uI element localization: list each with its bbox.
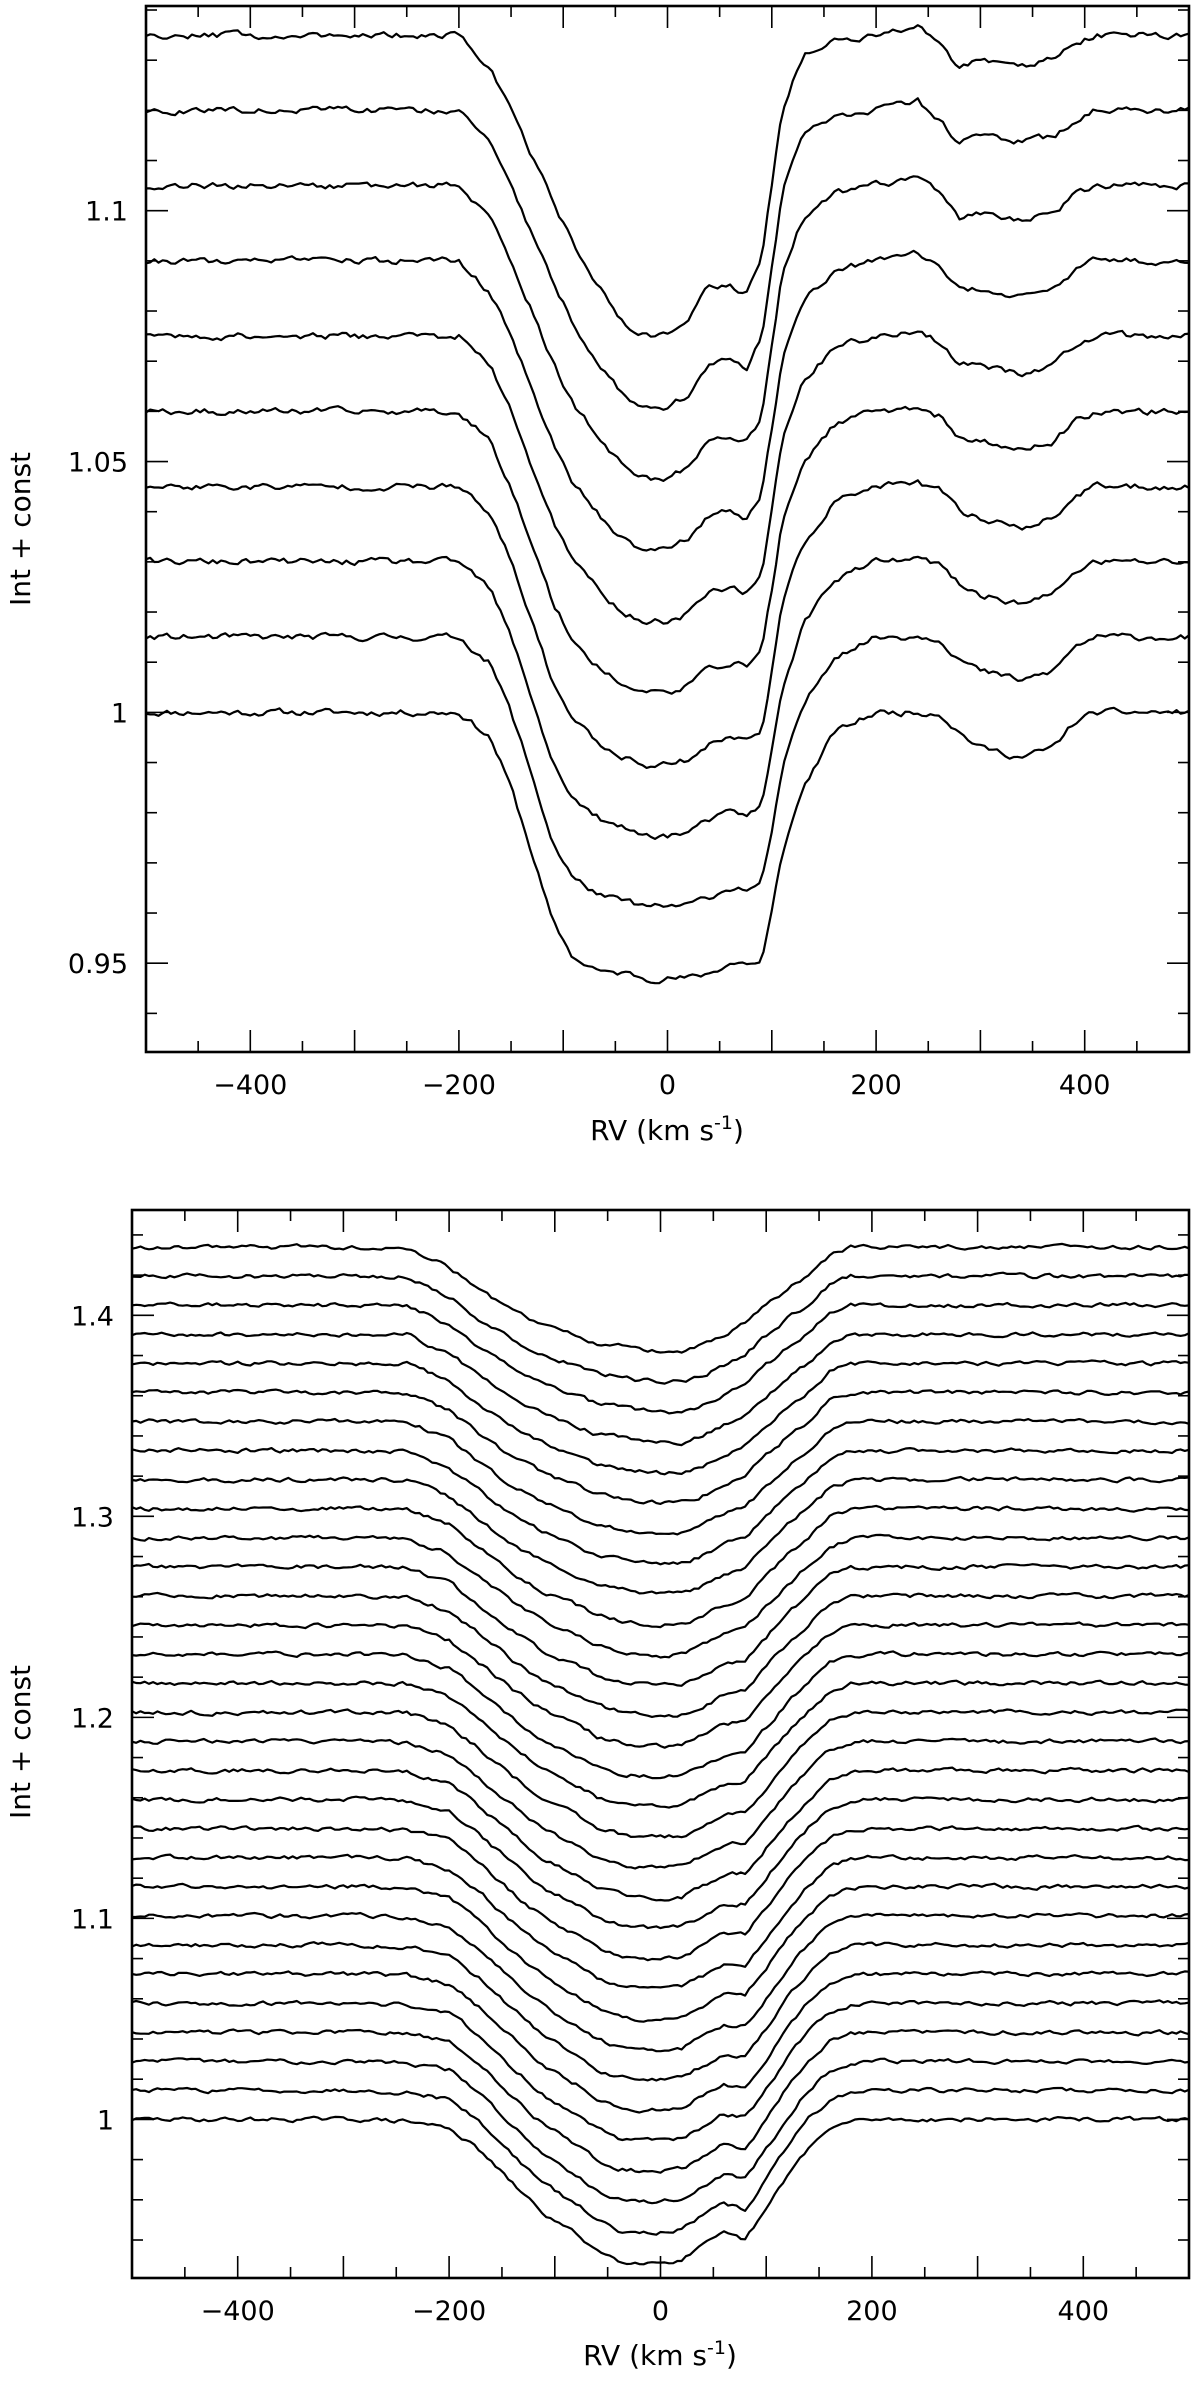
series-line (131, 1447, 1190, 1566)
y-tick-label: 0.95 (68, 949, 128, 980)
x-tick-label: 0 (659, 1070, 676, 1101)
series-line (131, 2028, 1190, 2174)
x-tick-label: 200 (850, 1070, 902, 1101)
series-line (145, 631, 1190, 908)
series-line (131, 1650, 1190, 1780)
x-tick-label: −400 (213, 1070, 287, 1101)
top-ticks (146, 6, 1189, 1052)
bottom-plot-frame (130, 1208, 1191, 2280)
y-tick-label: 1.4 (71, 1301, 114, 1332)
series-line (131, 1331, 1190, 1447)
top-panel: −400 −200 0 200 400 0.95 1 1.05 1.1 RV (km s-1)… (4, 4, 1191, 1147)
bottom-x-tick-labels: −400 −200 0 200 400 (201, 2296, 1109, 2327)
series-line (131, 1853, 1190, 1989)
series-line (131, 1417, 1190, 1536)
top-y-axis-label: Int + const (4, 452, 37, 606)
series-line (131, 1766, 1190, 1902)
x-tick-label: 200 (846, 2296, 898, 2327)
series-line (131, 1591, 1190, 1718)
series-line (145, 405, 1190, 695)
series-line (145, 555, 1190, 840)
x-tick-label: −400 (201, 2296, 275, 2327)
series-line (131, 1795, 1190, 1930)
x-tick-label: 400 (1059, 1070, 1111, 1101)
y-tick-label: 1.2 (71, 1703, 114, 1734)
series-line (145, 479, 1190, 769)
series-line (145, 329, 1190, 626)
series-line (131, 1301, 1190, 1415)
series-line (131, 1271, 1190, 1385)
series-line (131, 1533, 1190, 1659)
y-tick-label: 1.1 (85, 197, 128, 228)
series-line (131, 1824, 1190, 1962)
series-line (131, 1999, 1190, 2142)
bottom-panel: −400 −200 0 200 400 1 1.1 1.2 1.3 1.4 RV (km s-1… (4, 1208, 1191, 2372)
x-tick-label: −200 (412, 2296, 486, 2327)
series-line (131, 2115, 1190, 2266)
series-line (131, 1359, 1190, 1476)
y-tick-label: 1.3 (71, 1502, 114, 1533)
series-line (131, 1388, 1190, 1505)
bottom-y-axis-label: Int + const (4, 1665, 37, 1819)
series-line (145, 706, 1190, 985)
series-line (131, 1708, 1190, 1839)
series-line (145, 24, 1190, 338)
series-line (131, 2086, 1190, 2236)
y-tick-label: 1.05 (68, 448, 128, 479)
x-tick-label: 0 (652, 2296, 669, 2327)
top-x-axis-label: RV (km s-1) (590, 1112, 744, 1147)
series-line (131, 1475, 1190, 1595)
series-line (131, 1911, 1190, 2053)
x-tick-label: 400 (1058, 2296, 1110, 2327)
top-x-tick-labels: −400 −200 0 200 400 (213, 1070, 1110, 1101)
x-tick-label: −200 (422, 1070, 496, 1101)
bottom-x-axis-label: RV (km s-1) (583, 2337, 737, 2372)
top-y-tick-labels: 0.95 1 1.05 1.1 (68, 197, 128, 981)
bottom-ticks (132, 1210, 1189, 2278)
series-line (131, 1242, 1190, 1354)
top-plot-frame (144, 4, 1191, 1054)
y-tick-label: 1 (111, 698, 128, 729)
y-tick-label: 1.1 (71, 1904, 114, 1935)
y-tick-label: 1 (97, 2105, 114, 2136)
series-line (131, 1882, 1190, 2023)
series-line (131, 1970, 1190, 2114)
series-line (131, 1562, 1190, 1687)
top-curves (145, 24, 1190, 985)
series-line (131, 2057, 1190, 2205)
series-line (131, 1504, 1190, 1629)
series-line (131, 1941, 1190, 2082)
bottom-curves (131, 1242, 1190, 2266)
series-line (145, 97, 1190, 411)
bottom-y-tick-labels: 1 1.1 1.2 1.3 1.4 (71, 1301, 114, 2136)
series-line (131, 1679, 1190, 1809)
series-line (145, 249, 1190, 552)
series-line (146, 175, 1190, 482)
series-line (131, 1737, 1190, 1870)
series-line (131, 1621, 1190, 1749)
